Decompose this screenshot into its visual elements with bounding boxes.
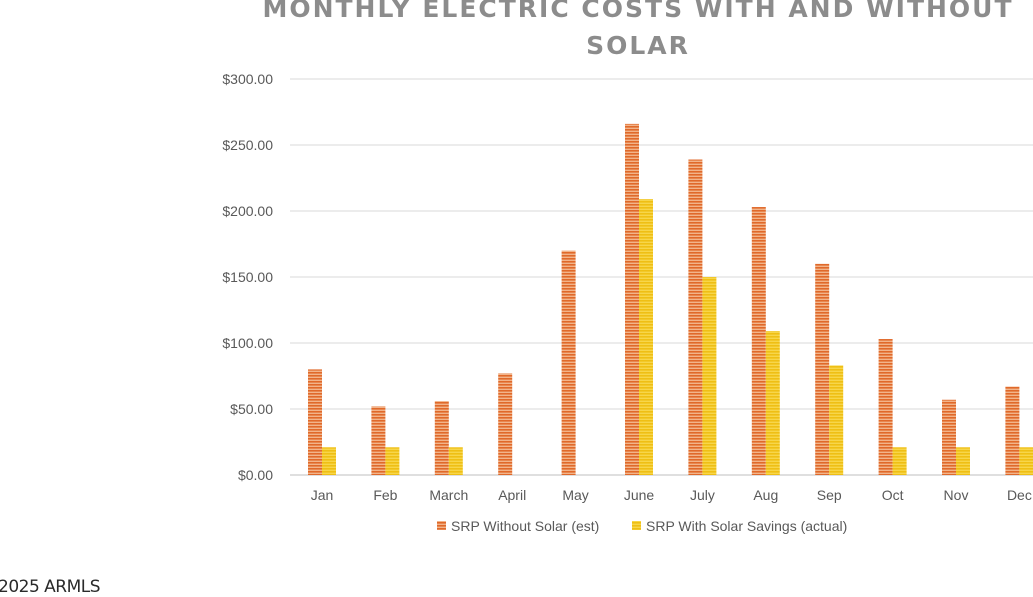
chart-title-line-2: SOLAR [586,31,690,60]
legend-swatch-with-solar [632,521,641,530]
y-tick-label: $50.00 [230,401,273,417]
legend: SRP Without Solar (est) SRP With Solar S… [437,518,847,534]
x-tick-label: Nov [944,487,969,503]
bar-without-solar [1005,386,1020,475]
x-tick-label: April [498,487,526,503]
bar-without-solar [434,401,449,475]
x-tick-label: March [429,487,468,503]
y-tick-label: $0.00 [238,467,273,483]
bar-without-solar [561,250,576,475]
x-tick-label: Dec [1007,487,1032,503]
bar-without-solar [878,339,893,475]
bar-without-solar [625,123,639,475]
bar-with-solar [702,277,717,475]
y-tick-label: $150.00 [222,269,273,285]
x-tick-label: Oct [882,487,904,503]
bar-without-solar [371,406,386,475]
x-tick-label: Jan [311,487,334,503]
bar-without-solar [308,369,322,475]
bar-without-solar [498,373,513,475]
bar-with-solar [956,447,970,475]
x-tick-label: July [690,487,715,503]
x-tick-label: Aug [753,487,778,503]
chart-title-line-1: MONTHLY ELECTRIC COSTS WITH AND WITHOUT [262,0,1013,23]
x-tick-label: Feb [373,487,397,503]
bars [308,123,1033,476]
bar-with-solar [448,447,463,475]
x-tick-label: May [562,487,588,503]
bar-with-solar [322,447,336,475]
y-tick-label: $100.00 [222,335,273,351]
y-tick-label: $250.00 [222,137,273,153]
bar-without-solar [751,207,766,476]
bar-with-solar [765,331,780,475]
x-tick-label: Sep [817,487,842,503]
y-tick-label: $200.00 [222,203,273,219]
bar-without-solar [942,399,956,475]
bar-without-solar [688,159,703,475]
legend-label-with-solar: SRP With Solar Savings (actual) [646,518,847,534]
gridlines [290,78,1033,476]
bar-with-solar [892,447,907,475]
bar-with-solar [385,447,400,475]
x-tick-label: June [624,487,655,503]
legend-swatch-without-solar [437,521,446,530]
bar-with-solar [829,365,844,475]
bar-with-solar [639,199,653,475]
legend-label-without-solar: SRP Without Solar (est) [451,518,599,534]
x-axis-ticks: Jan Feb March April May June July Aug Sep Oct Nov D… [311,487,1032,503]
copyright-watermark: 2025 ARMLS [0,577,101,597]
bar-without-solar [815,263,830,475]
y-axis-ticks: $0.00 $50.00 $100.00 $150.00 $200.00 $250.00 $… [222,71,273,483]
y-tick-label: $300.00 [222,71,273,87]
bar-with-solar [1019,447,1033,475]
